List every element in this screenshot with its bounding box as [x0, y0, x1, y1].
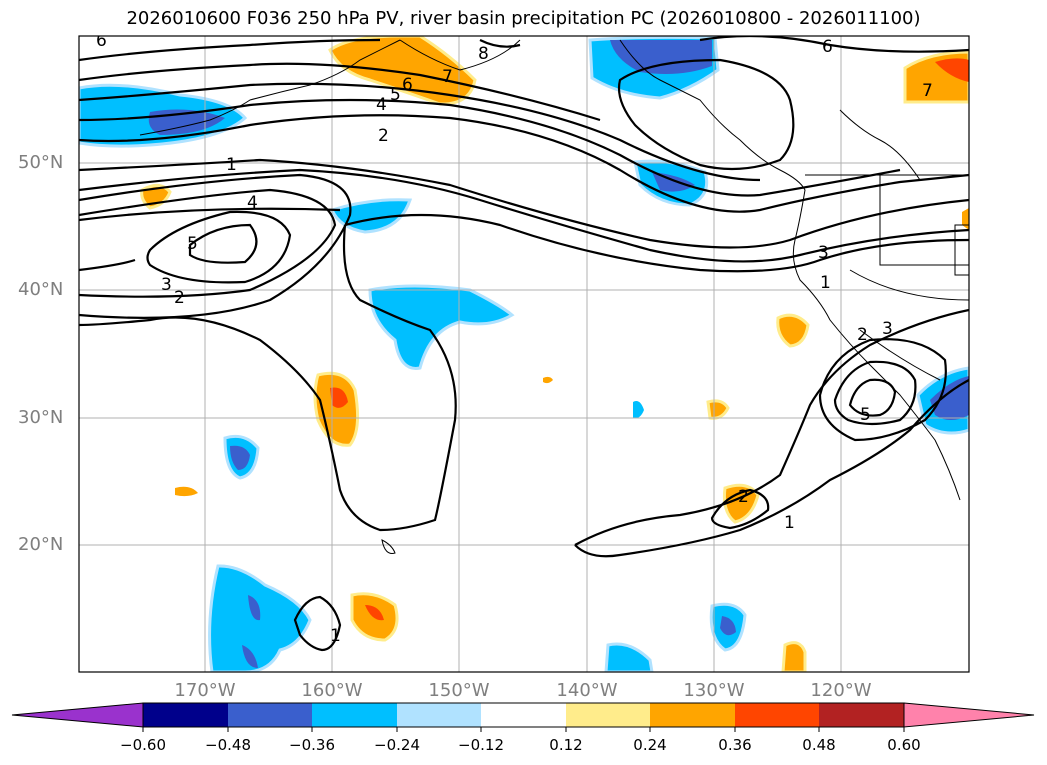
contour-label: 4 [376, 95, 387, 115]
colorbar-tick-label: −0.60 [120, 736, 166, 754]
neg-anomaly-tiny [633, 401, 644, 419]
graticule [79, 36, 969, 672]
pos-anomaly-ne-core [935, 58, 969, 82]
lon-label-170w: 170°W [174, 680, 236, 701]
colorbar-swatch [481, 703, 566, 727]
map-frame [78, 35, 970, 673]
pv-contours [79, 36, 969, 652]
neg-anomaly-central [368, 284, 515, 370]
contour-label: 1 [330, 626, 341, 646]
lon-label-160w: 160°W [301, 680, 363, 701]
pos-anomaly-south-core [365, 605, 384, 621]
contour-label: 8 [478, 44, 489, 64]
colorbar-tick-label: 0.24 [633, 736, 667, 754]
neg-anomaly-nw-core [610, 40, 712, 74]
contour-label: 3 [818, 243, 829, 263]
colorbar-swatch [650, 703, 735, 727]
colorbar-swatch [228, 703, 312, 727]
neg-anomaly-south-core-2 [242, 645, 258, 668]
contour-label: 7 [922, 81, 933, 101]
contour-label: 7 [442, 67, 453, 87]
colorbar-extend-high [903, 702, 1035, 728]
contour-label: 6 [822, 37, 833, 57]
lon-label-150w: 150°W [428, 680, 490, 701]
contour-label: 2 [857, 325, 868, 345]
contour-label: 2 [738, 487, 749, 507]
colorbar [11, 702, 1035, 732]
contour-label: 5 [187, 234, 198, 254]
pos-anomaly-small-sw [175, 486, 198, 497]
colorbar-swatch [312, 703, 397, 727]
contour-label: 1 [820, 273, 831, 293]
lat-label-20n: 20°N [18, 534, 64, 555]
colorbar-swatch [819, 703, 904, 727]
contour-label: 6 [402, 75, 413, 95]
contour-label: 2 [174, 288, 185, 308]
pos-anomaly-ca-coast [776, 313, 810, 348]
colorbar-tick-label: −0.36 [289, 736, 335, 754]
colorbar-tick-label: 0.36 [718, 736, 752, 754]
pos-anomaly-se-2 [781, 641, 807, 672]
contour-label: 1 [226, 155, 237, 175]
lon-label-120w: 120°W [810, 680, 872, 701]
colorbar-swatch [143, 703, 228, 727]
colorbar-tick-label: 0.12 [549, 736, 583, 754]
contour-label: 6 [96, 31, 107, 51]
map-area: 6 8 7 6 5 4 2 1 4 5 3 2 6 7 3 1 2 3 5 2 … [79, 31, 969, 672]
coastlines [139, 39, 969, 554]
contour-label: 3 [161, 275, 172, 295]
map-title: 2026010600 F036 250 hPa PV, river basin … [126, 8, 921, 29]
lat-label-30n: 30°N [18, 407, 64, 428]
colorbar-tick-label: 0.48 [802, 736, 836, 754]
colorbar-extend-low [11, 702, 144, 728]
contour-label: 3 [882, 319, 893, 339]
contour-label: 2 [378, 126, 389, 146]
neg-anomaly-se-1-core [720, 616, 736, 636]
contour-label: 5 [860, 405, 871, 425]
colorbar-swatch [397, 703, 481, 727]
lon-label-140w: 140°W [556, 680, 618, 701]
neg-anomaly-south-core [248, 595, 261, 621]
colorbar-tick-label: −0.24 [374, 736, 420, 754]
lon-label-130w: 130°W [683, 680, 745, 701]
neg-anomaly-socal-core [930, 376, 969, 420]
contour-label: 1 [784, 513, 795, 533]
neg-anomaly-small-1-core [230, 445, 250, 470]
contour-labels: 6 8 7 6 5 4 2 1 4 5 3 2 6 7 3 1 2 3 5 2 … [96, 31, 933, 646]
colorbar-tick-label: −0.48 [205, 736, 251, 754]
colorbar-frame [142, 702, 905, 728]
colorbar-swatch [566, 703, 650, 727]
colorbar-swatch [735, 703, 819, 727]
lat-label-50n: 50°N [18, 152, 64, 173]
colorbar-tick-label: 0.60 [887, 736, 921, 754]
lat-label-40n: 40°N [18, 279, 64, 300]
colorbar-tick-label: −0.12 [458, 736, 504, 754]
contour-label: 4 [247, 193, 258, 213]
pos-anomaly-central-core [330, 387, 348, 408]
pos-anomaly-tiny [543, 376, 553, 384]
contour-label: 5 [390, 85, 401, 105]
neg-anomaly-se-2 [604, 642, 654, 672]
